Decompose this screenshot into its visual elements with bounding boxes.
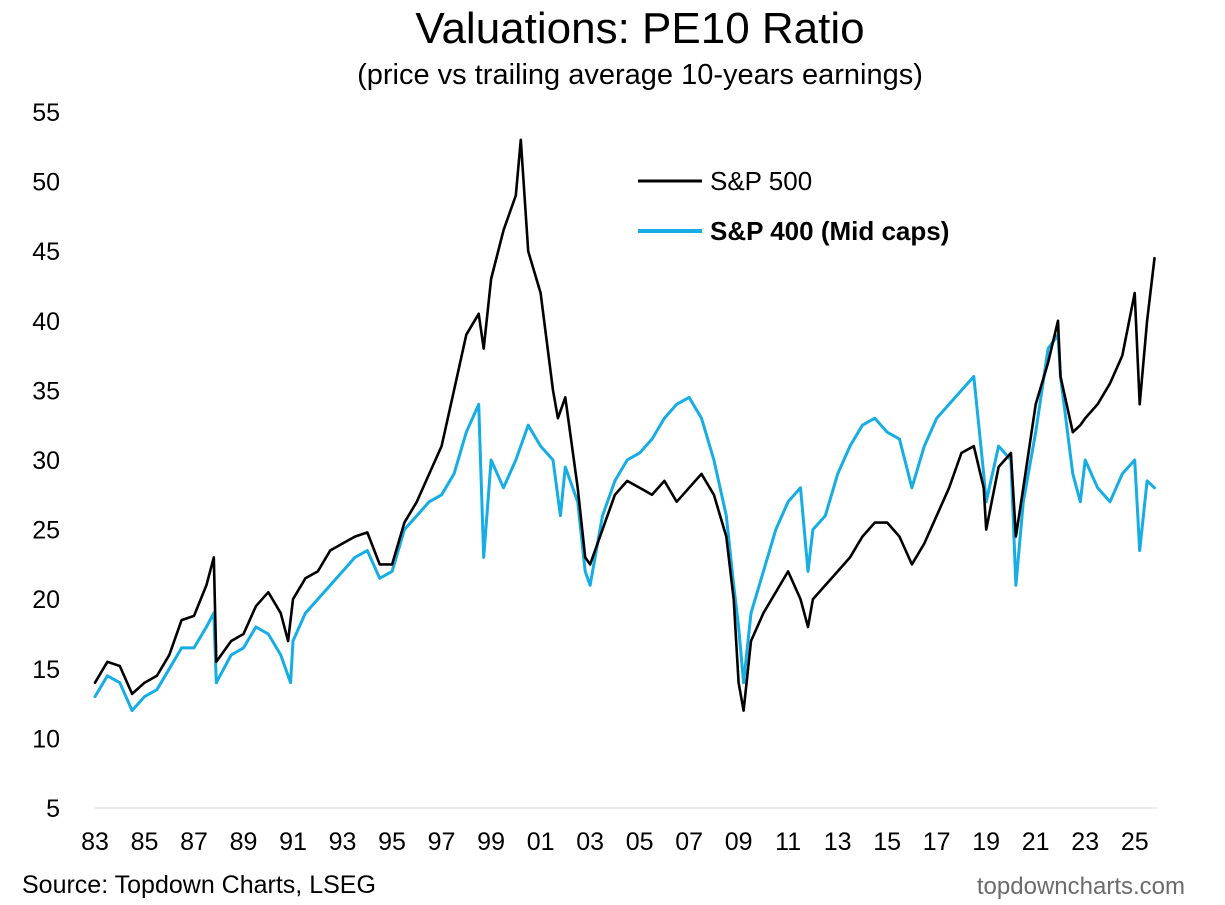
brand-watermark: topdowncharts.com — [976, 873, 1185, 900]
x-tick-label: 05 — [626, 828, 654, 856]
y-tick-label: 35 — [32, 377, 60, 405]
x-tick-label: 99 — [477, 828, 505, 856]
x-tick-label: 23 — [1071, 828, 1099, 856]
x-tick-label: 93 — [329, 828, 357, 856]
y-tick-label: 55 — [32, 99, 60, 127]
x-tick-label: 11 — [775, 828, 801, 856]
x-tick-label: 83 — [81, 828, 109, 856]
y-tick-label: 40 — [32, 308, 60, 336]
x-tick-label: 89 — [230, 828, 258, 856]
y-tick-label: 15 — [32, 656, 60, 684]
x-tick-label: 95 — [378, 828, 406, 856]
source-note: Source: Topdown Charts, LSEG — [22, 871, 376, 899]
legend-label: S&P 500 — [710, 166, 812, 196]
x-tick-label: 13 — [824, 828, 852, 856]
x-tick-label: 85 — [131, 828, 159, 856]
y-tick-label: 20 — [32, 586, 60, 614]
y-tick-label: 5 — [46, 795, 60, 823]
x-tick-label: 87 — [180, 828, 208, 856]
y-tick-label: 30 — [32, 447, 60, 475]
x-tick-label: 91 — [279, 828, 307, 856]
pe10-line-chart: 5 10 15 20 25 30 35 40 45 50 55 83 85 87 89 91 93 95 97 99 0… — [32, 99, 1157, 856]
chart-title: Valuations: PE10 Ratio — [415, 4, 865, 53]
x-tick-label: 97 — [428, 828, 456, 856]
x-tick-label: 21 — [1022, 828, 1050, 856]
x-tick-label: 25 — [1121, 828, 1149, 856]
chart-subtitle: (price vs trailing average 10-years earn… — [357, 59, 923, 91]
x-tick-label: 17 — [923, 828, 951, 856]
y-tick-label: 45 — [32, 238, 60, 266]
y-tick-label: 10 — [32, 725, 60, 753]
series-line-sp500 — [93, 138, 1156, 712]
x-tick-label: 15 — [873, 828, 901, 856]
legend-label: S&P 400 (Mid caps) — [710, 216, 949, 246]
x-tick-label: 07 — [675, 828, 703, 856]
y-tick-label: 25 — [32, 517, 60, 545]
x-tick-label: 03 — [576, 828, 604, 856]
series-line-sp400 — [93, 333, 1156, 713]
x-tick-label: 01 — [527, 828, 555, 856]
x-tick-label: 19 — [972, 828, 1000, 856]
y-tick-label: 50 — [32, 169, 60, 197]
x-tick-label: 09 — [725, 828, 753, 856]
